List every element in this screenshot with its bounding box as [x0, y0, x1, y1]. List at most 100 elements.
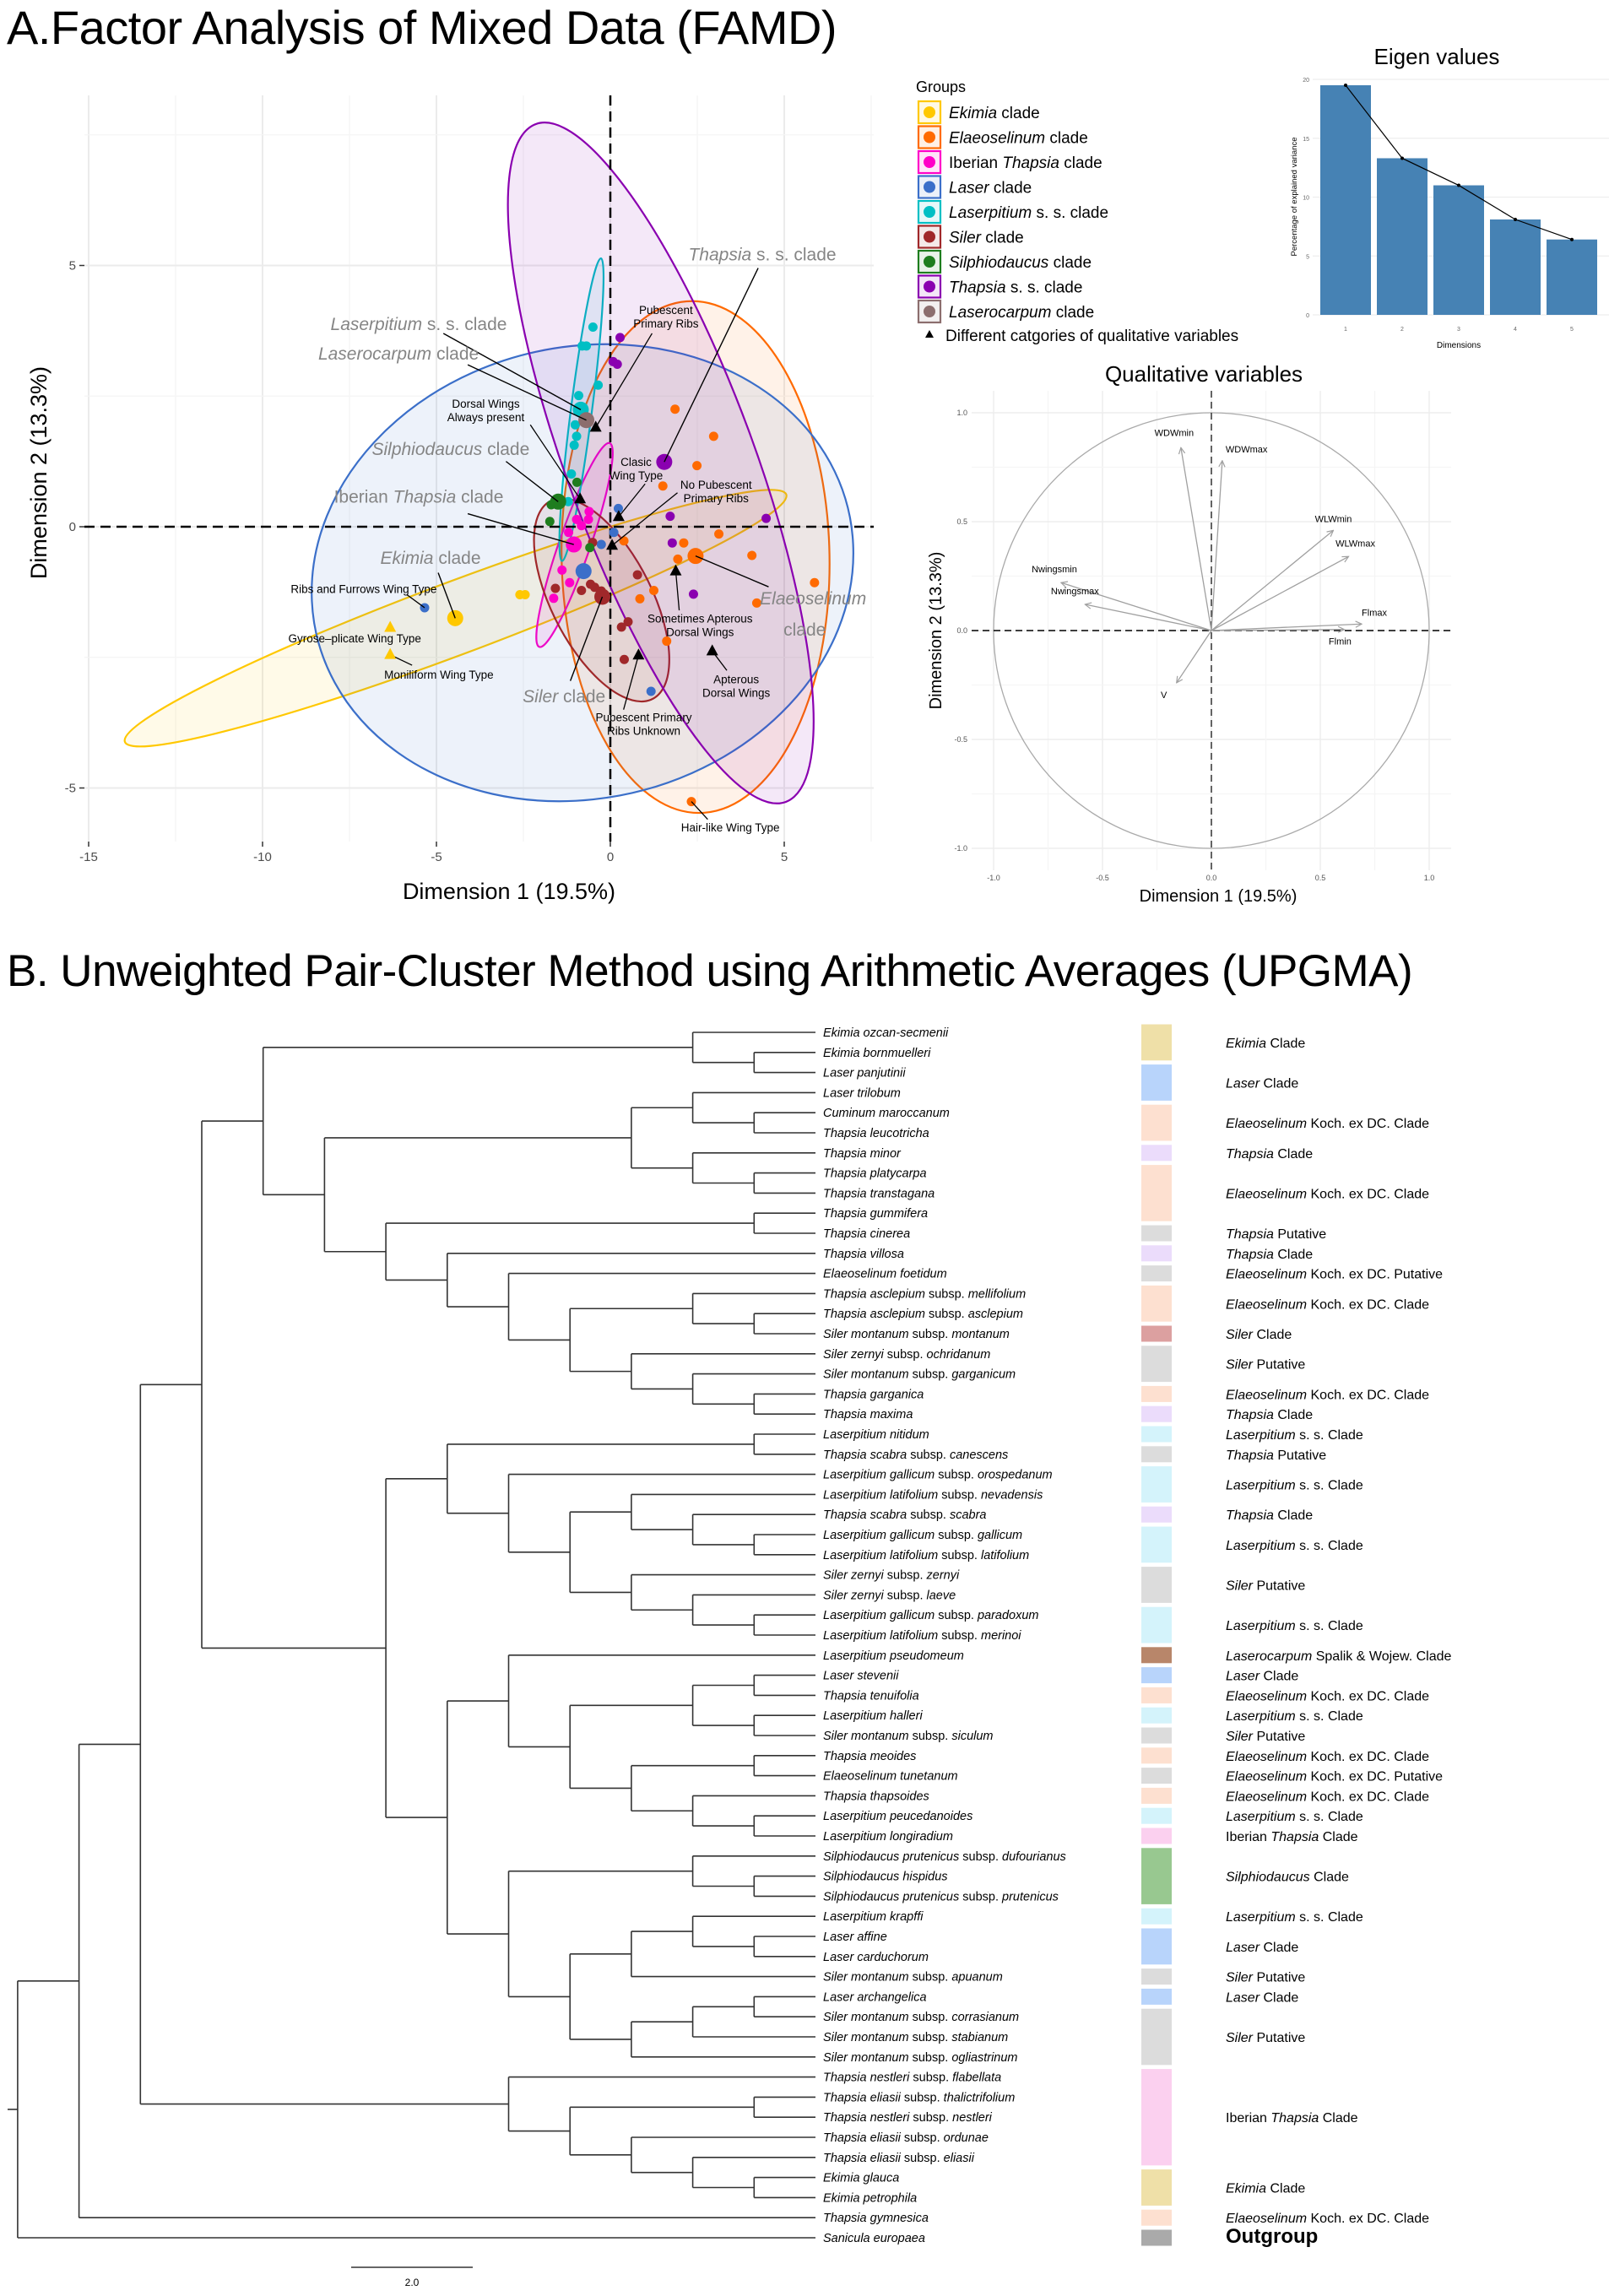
- category-label: Dorsal Wings: [452, 398, 520, 410]
- famd-scatter-plot: Thapsia s. s. clade Laserpitium s. s. cla…: [26, 62, 874, 904]
- clade-annotation: Laserpitium s. s. Clade: [1226, 1539, 1363, 1553]
- data-point: [520, 589, 530, 599]
- clade-annotation: Elaeoselinum Koch. ex DC. Clade: [1226, 1388, 1429, 1402]
- clade-annotation: Siler Putative: [1226, 1579, 1305, 1594]
- data-point: [670, 404, 680, 414]
- legend-dot-icon: [924, 106, 935, 118]
- clade-annotation: Elaeoselinum Koch. ex DC. Putative: [1226, 1770, 1443, 1784]
- legend-item[interactable]: Ekimia clade: [917, 100, 1040, 125]
- eigen-title: Eigen values: [1374, 44, 1500, 69]
- confidence-ellipses: [119, 62, 870, 864]
- panel-b-title: B. Unweighted Pair-Cluster Method using …: [7, 946, 1413, 996]
- legend-item[interactable]: Iberian Thapsia clade: [917, 149, 1102, 175]
- tip-label: Sanicula europaea: [823, 2232, 925, 2245]
- tip-label: Laserpitium gallicum subsp. paradoxum: [823, 1609, 1039, 1622]
- legend-item[interactable]: Thapsia s. s. clade: [917, 274, 1082, 299]
- category-leader: [623, 655, 639, 710]
- clade-annotation: Siler Clade: [1226, 1328, 1292, 1342]
- legend-label: Laser clade: [949, 180, 1032, 198]
- legend-item[interactable]: Laser clade: [917, 175, 1032, 199]
- legend-label: Elaeoselinum clade: [949, 130, 1088, 148]
- category-label-line2: Wing Type: [609, 469, 664, 482]
- clade-label-leader: [442, 333, 582, 410]
- x-axis-label: Dimensions: [1437, 341, 1481, 350]
- tip-label: Laserpitium latifolium subsp. merinoi: [823, 1629, 1021, 1643]
- clade-color-bar: [1141, 1606, 1172, 1643]
- clade-annotation: Iberian Thapsia Clade: [1226, 2111, 1358, 2125]
- x-tick-label: -0.5: [1096, 874, 1109, 882]
- data-point: [679, 538, 689, 548]
- y-tick-label: -1.0: [954, 844, 967, 853]
- tip-label: Siler zernyi subsp. ochridanum: [823, 1348, 990, 1362]
- clade-annotation: Thapsia Clade: [1226, 1147, 1313, 1162]
- data-point: [585, 543, 595, 553]
- clade-annotation: Laserpitium s. s. Clade: [1226, 1428, 1363, 1443]
- category-leader: [674, 571, 680, 611]
- y-tick-label: -0.5: [954, 735, 967, 744]
- clade-annotation: Ekimia Clade: [1226, 1037, 1305, 1051]
- tip-label: Laserpitium peucedanoides: [823, 1810, 972, 1823]
- tip-label: Ekimia petrophila: [823, 2191, 917, 2205]
- data-point: [596, 539, 606, 550]
- clade-annotation: Siler Putative: [1226, 1730, 1305, 1744]
- legend-dot-icon: [924, 230, 935, 243]
- legend-item[interactable]: Laserocarpum clade: [917, 299, 1094, 324]
- legend-dot-icon: [924, 131, 935, 144]
- data-point: [565, 577, 575, 588]
- category-label-line2: Ribs Unknown: [607, 724, 680, 737]
- data-point: [584, 506, 594, 517]
- clade-label-leader: [467, 364, 587, 421]
- category-label-line2: Dorsal Wings: [666, 625, 734, 638]
- data-point: [623, 617, 633, 627]
- legend-label: Silphiodaucus clade: [949, 254, 1092, 272]
- data-point: [761, 513, 772, 523]
- tip-label: Laserpitium krapffi: [823, 1910, 924, 1924]
- qualitative-variables-chart: Qualitative variables -1.0 -1.0 -0.5 -0.5 0.0…: [927, 361, 1451, 906]
- legend-label: Laserpitium s. s. clade: [949, 204, 1108, 222]
- legend-title: Groups: [916, 79, 966, 95]
- tip-label: Silphiodaucus prutenicus subsp. prutenic…: [823, 1890, 1059, 1903]
- data-point: [583, 514, 593, 524]
- tip-label: Laserpitium halleri: [823, 1709, 923, 1723]
- clade-color-bar: [1141, 1747, 1172, 1764]
- tip-label: Ekimia ozcan-secmenii: [823, 1026, 949, 1040]
- clade-color-bar: [1141, 1405, 1172, 1422]
- variable-label: Nwingsmax: [1051, 587, 1099, 597]
- y-tick-label: 20: [1303, 78, 1309, 84]
- legend-item[interactable]: Siler clade: [917, 225, 1024, 249]
- tip-label: Thapsia garganica: [823, 1388, 924, 1401]
- data-point: [649, 586, 658, 596]
- clade-label: Silphiodaucus clade: [371, 440, 529, 459]
- x-tick-label: 5: [1570, 327, 1574, 333]
- clade-annotation: Thapsia Clade: [1226, 1248, 1313, 1262]
- clade-label-leader: [664, 268, 759, 463]
- tip-label: Siler montanum subsp. montanum: [823, 1328, 1010, 1341]
- variable-label: Nwingsmin: [1032, 565, 1077, 575]
- category-leader: [595, 333, 653, 428]
- data-point: [688, 589, 698, 599]
- y-tick-label: 0: [69, 520, 76, 534]
- clade-color-bar: [1141, 1807, 1172, 1824]
- clade-color-bar: [1141, 1968, 1172, 1985]
- category-leader: [618, 483, 646, 517]
- clade-annotation: Laserpitium s. s. Clade: [1226, 1709, 1363, 1724]
- data-point: [632, 570, 642, 580]
- category-leader: [611, 492, 678, 546]
- clade-label: Laserpitium s. s. clade: [331, 315, 507, 334]
- tip-label: Siler montanum subsp. ogliastrinum: [823, 2051, 1018, 2065]
- data-point: [692, 461, 702, 471]
- clade-color-bar: [1141, 1285, 1172, 1322]
- y-tick-label: 1.0: [956, 409, 967, 417]
- variable-vector: [1211, 624, 1362, 631]
- x-tick-label: 2: [1400, 327, 1404, 333]
- clade-color-bar: [1141, 1667, 1172, 1684]
- clade-color-bar: [1141, 1104, 1172, 1141]
- tip-label: Thapsia thapsoides: [823, 1790, 929, 1803]
- data-point: [662, 636, 672, 647]
- legend-item[interactable]: Silphiodaucus clade: [917, 249, 1092, 274]
- category-leader: [406, 593, 425, 609]
- clade-label-line2: clade: [783, 620, 826, 640]
- clade-label-leader: [505, 461, 559, 502]
- legend-item[interactable]: Elaeoselinum clade: [917, 125, 1088, 149]
- legend-item[interactable]: Laserpitium s. s. clade: [917, 199, 1108, 225]
